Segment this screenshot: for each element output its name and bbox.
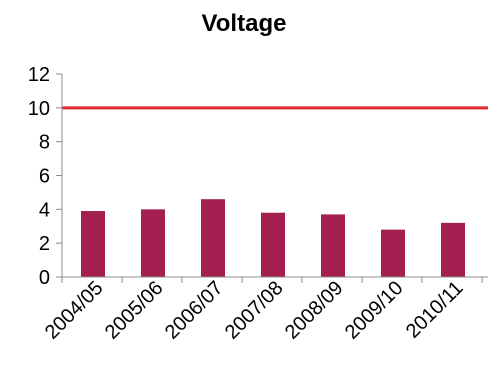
y-tick-label: 4 — [39, 199, 50, 221]
bar — [441, 223, 465, 277]
y-tick-label: 8 — [39, 132, 50, 154]
y-tick-label: 6 — [39, 166, 50, 188]
bar — [141, 209, 165, 277]
x-tick-label: 2004/05 — [41, 277, 108, 344]
x-axis: 2004/052005/062006/072007/082008/092009/… — [41, 277, 468, 344]
bar — [201, 199, 225, 277]
bar-series — [81, 199, 465, 277]
x-tick-label: 2008/09 — [281, 277, 348, 344]
x-tick-label: 2006/07 — [161, 277, 228, 344]
bar — [81, 211, 105, 277]
y-axis: 0 2 4 6 8 10 12 — [28, 64, 62, 289]
x-tick-label: 2007/08 — [221, 277, 288, 344]
y-tick-label: 2 — [39, 233, 50, 255]
x-tick-label: 2009/10 — [341, 277, 408, 344]
bar — [381, 230, 405, 277]
bar — [261, 213, 285, 277]
y-tick-label: 10 — [28, 98, 50, 120]
y-tick-label: 12 — [28, 64, 50, 86]
x-tick-label: 2010/11 — [402, 277, 468, 343]
y-tick-label: 0 — [39, 267, 50, 289]
x-tick-label: 2005/06 — [101, 277, 168, 344]
bar — [321, 214, 345, 277]
